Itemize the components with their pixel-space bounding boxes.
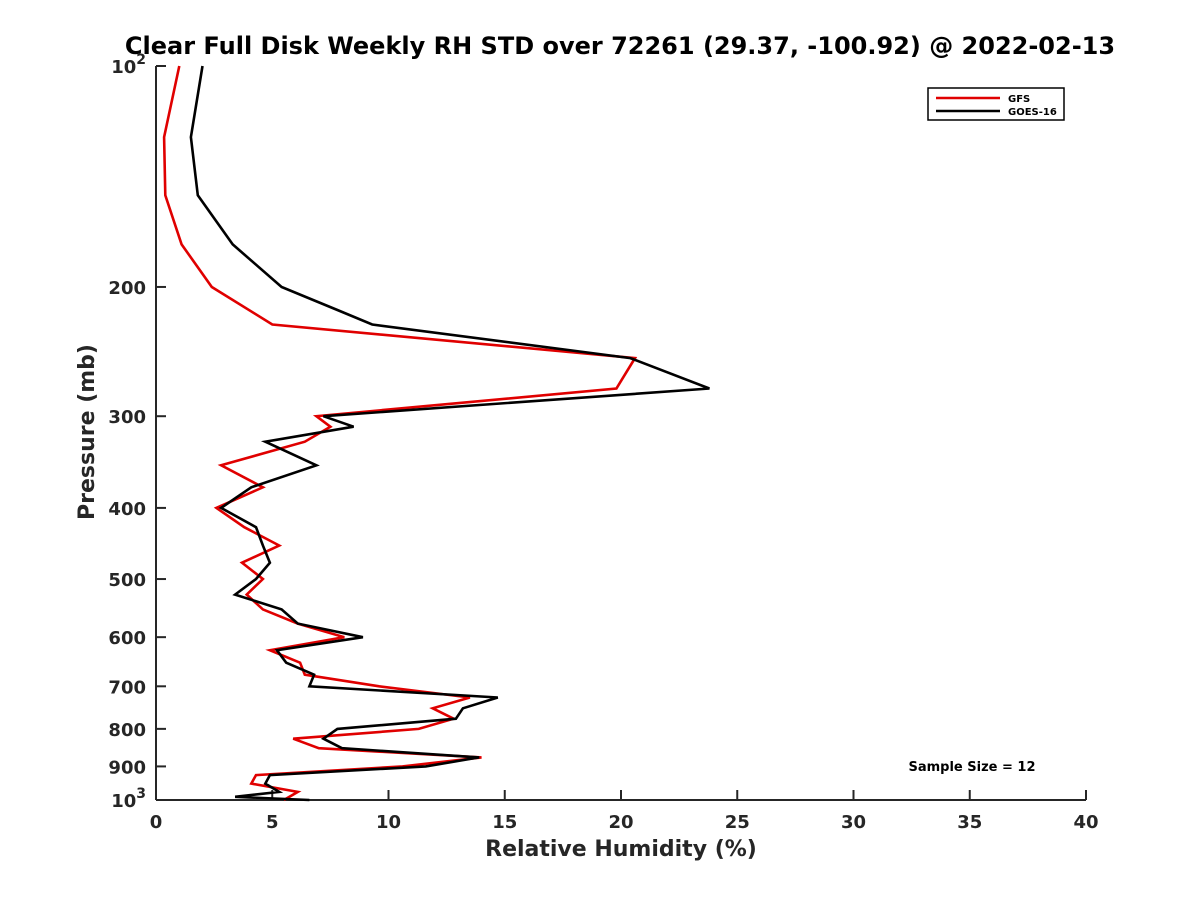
x-axis-label: Relative Humidity (%) bbox=[485, 837, 757, 862]
y-axis-label: Pressure (mb) bbox=[75, 344, 100, 520]
sample-size-annotation: Sample Size = 12 bbox=[908, 760, 1035, 775]
y-tick-label: 300 bbox=[108, 407, 146, 428]
y-tick-label: 800 bbox=[108, 720, 146, 741]
x-tick-label: 40 bbox=[1073, 812, 1098, 833]
x-tick-label: 10 bbox=[376, 812, 401, 833]
legend-label: GFS bbox=[1008, 94, 1030, 105]
y-tick-label: 500 bbox=[108, 570, 146, 591]
legend-box bbox=[927, 87, 1065, 121]
x-tick-label: 25 bbox=[725, 812, 750, 833]
y-tick-label: 200 bbox=[108, 278, 146, 299]
y-tick-label: 900 bbox=[108, 757, 146, 778]
x-tick-label: 30 bbox=[841, 812, 866, 833]
series-line-goes-16 bbox=[189, 65, 710, 802]
chart-title: Clear Full Disk Weekly RH STD over 72261… bbox=[125, 32, 1115, 60]
series-line-gfs bbox=[162, 65, 638, 802]
y-tick-label: 400 bbox=[108, 499, 146, 520]
y-tick-label: 700 bbox=[108, 677, 146, 698]
series-layer bbox=[162, 65, 710, 802]
legend-label: GOES-16 bbox=[1008, 107, 1057, 118]
axes: 0 5 10 15 20 25 30 35 40 102 200 300 400 500 600 700 800… bbox=[108, 52, 1098, 833]
x-tick-label: 0 bbox=[150, 812, 163, 833]
legend: GFS GOES-16 bbox=[927, 87, 1065, 121]
y-tick-label: 102 bbox=[111, 52, 146, 78]
x-tick-label: 5 bbox=[266, 812, 279, 833]
x-tick-label: 20 bbox=[608, 812, 633, 833]
x-tick-label: 15 bbox=[492, 812, 517, 833]
y-tick-label: 103 bbox=[111, 786, 146, 812]
x-tick-label: 35 bbox=[957, 812, 982, 833]
y-tick-label: 600 bbox=[108, 628, 146, 649]
